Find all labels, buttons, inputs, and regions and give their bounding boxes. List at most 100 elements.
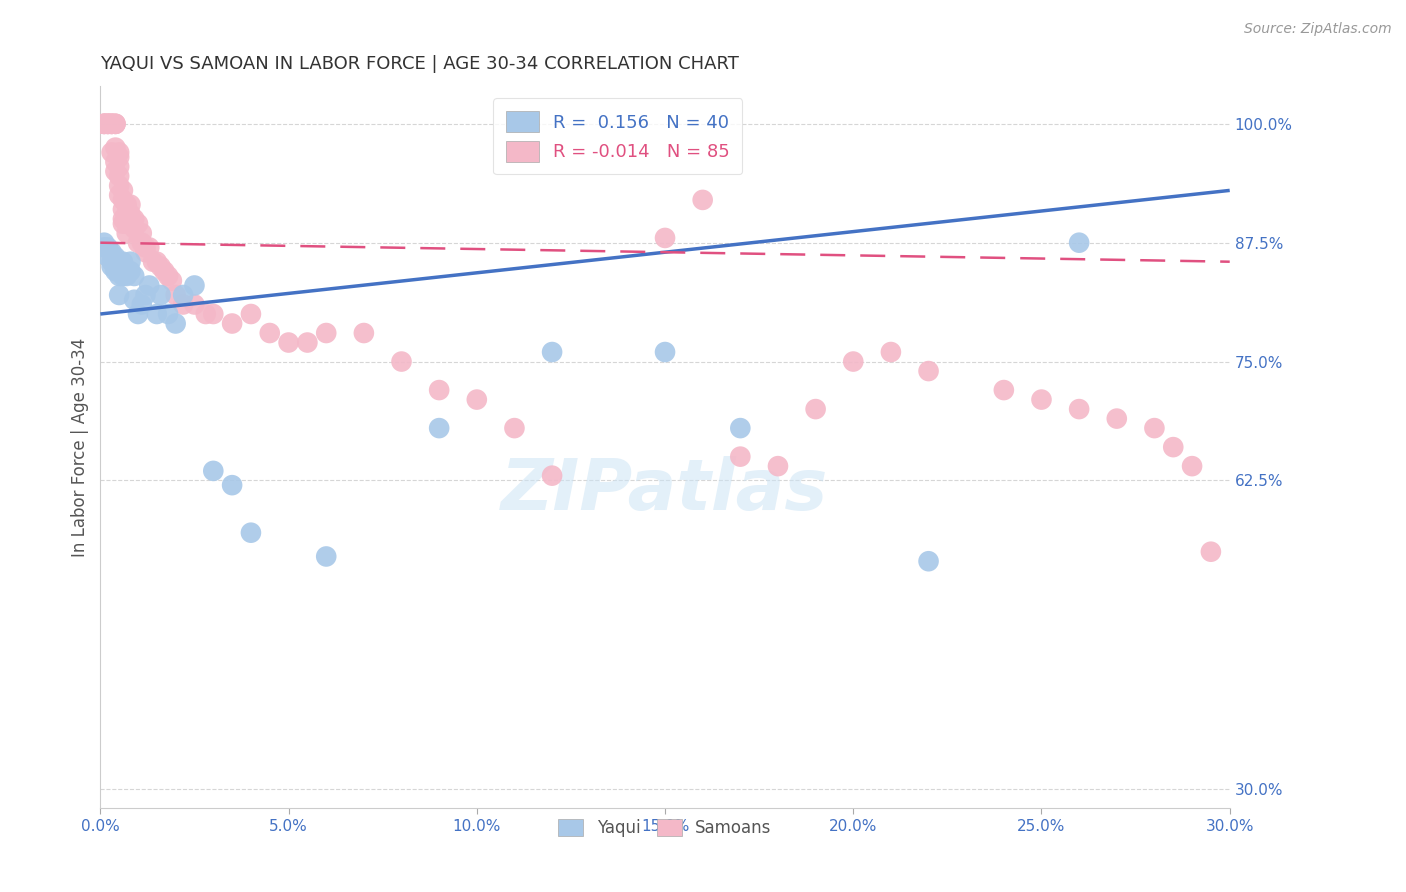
Point bbox=[115, 226, 138, 240]
Point bbox=[97, 240, 120, 254]
Point bbox=[100, 117, 122, 131]
Point bbox=[202, 307, 225, 321]
Point bbox=[142, 254, 165, 268]
Point bbox=[315, 549, 337, 564]
Point bbox=[138, 240, 160, 254]
Point bbox=[127, 217, 149, 231]
Point bbox=[239, 525, 262, 540]
Point bbox=[111, 183, 134, 197]
Point bbox=[122, 293, 145, 307]
Point bbox=[766, 459, 789, 474]
Point bbox=[692, 193, 714, 207]
Point bbox=[100, 254, 122, 268]
Point bbox=[97, 117, 120, 131]
Point bbox=[111, 202, 134, 217]
Point bbox=[730, 450, 752, 464]
Point bbox=[97, 250, 120, 264]
Point bbox=[135, 245, 157, 260]
Point bbox=[1031, 392, 1053, 407]
Point bbox=[297, 335, 319, 350]
Point bbox=[127, 235, 149, 250]
Point bbox=[108, 288, 131, 302]
Point bbox=[277, 335, 299, 350]
Point bbox=[541, 468, 564, 483]
Point bbox=[149, 288, 172, 302]
Point bbox=[108, 169, 131, 183]
Point bbox=[146, 307, 169, 321]
Point bbox=[221, 478, 243, 492]
Point bbox=[108, 188, 131, 202]
Text: Source: ZipAtlas.com: Source: ZipAtlas.com bbox=[1244, 22, 1392, 37]
Point bbox=[104, 154, 127, 169]
Point bbox=[104, 250, 127, 264]
Point bbox=[97, 117, 120, 131]
Point bbox=[730, 421, 752, 435]
Point bbox=[122, 211, 145, 226]
Point bbox=[93, 117, 115, 131]
Point bbox=[427, 383, 450, 397]
Point bbox=[122, 268, 145, 283]
Point bbox=[804, 402, 827, 417]
Point bbox=[146, 254, 169, 268]
Point bbox=[172, 288, 194, 302]
Point bbox=[115, 217, 138, 231]
Point bbox=[654, 345, 676, 359]
Y-axis label: In Labor Force | Age 30-34: In Labor Force | Age 30-34 bbox=[72, 337, 89, 557]
Point bbox=[111, 254, 134, 268]
Point bbox=[503, 421, 526, 435]
Point bbox=[115, 264, 138, 278]
Point bbox=[135, 288, 157, 302]
Point bbox=[93, 240, 115, 254]
Point bbox=[880, 345, 903, 359]
Point bbox=[120, 207, 142, 221]
Point bbox=[111, 193, 134, 207]
Point bbox=[160, 274, 183, 288]
Point bbox=[100, 117, 122, 131]
Point bbox=[259, 326, 281, 340]
Point bbox=[165, 317, 187, 331]
Point bbox=[120, 217, 142, 231]
Point bbox=[100, 260, 122, 274]
Point bbox=[120, 254, 142, 268]
Point bbox=[1181, 459, 1204, 474]
Point bbox=[1105, 411, 1128, 425]
Point bbox=[97, 117, 120, 131]
Point bbox=[183, 278, 205, 293]
Point bbox=[93, 117, 115, 131]
Point bbox=[465, 392, 488, 407]
Point bbox=[104, 117, 127, 131]
Point bbox=[153, 264, 176, 278]
Point bbox=[157, 268, 180, 283]
Point bbox=[127, 307, 149, 321]
Legend: Yaqui, Samoans: Yaqui, Samoans bbox=[551, 812, 779, 844]
Point bbox=[122, 221, 145, 235]
Point bbox=[427, 421, 450, 435]
Point bbox=[100, 117, 122, 131]
Point bbox=[104, 117, 127, 131]
Point bbox=[115, 197, 138, 211]
Point bbox=[108, 268, 131, 283]
Point bbox=[93, 117, 115, 131]
Point bbox=[104, 117, 127, 131]
Point bbox=[115, 207, 138, 221]
Point bbox=[104, 164, 127, 178]
Point bbox=[120, 197, 142, 211]
Point bbox=[842, 354, 865, 368]
Point bbox=[97, 117, 120, 131]
Point bbox=[391, 354, 413, 368]
Point bbox=[194, 307, 217, 321]
Text: YAQUI VS SAMOAN IN LABOR FORCE | AGE 30-34 CORRELATION CHART: YAQUI VS SAMOAN IN LABOR FORCE | AGE 30-… bbox=[100, 55, 740, 73]
Point bbox=[353, 326, 375, 340]
Point bbox=[221, 317, 243, 331]
Point bbox=[315, 326, 337, 340]
Point bbox=[115, 268, 138, 283]
Point bbox=[100, 117, 122, 131]
Point bbox=[541, 345, 564, 359]
Point bbox=[131, 297, 153, 311]
Point bbox=[108, 178, 131, 193]
Point bbox=[108, 150, 131, 164]
Point bbox=[108, 160, 131, 174]
Point bbox=[917, 554, 939, 568]
Point bbox=[993, 383, 1015, 397]
Point bbox=[1069, 235, 1091, 250]
